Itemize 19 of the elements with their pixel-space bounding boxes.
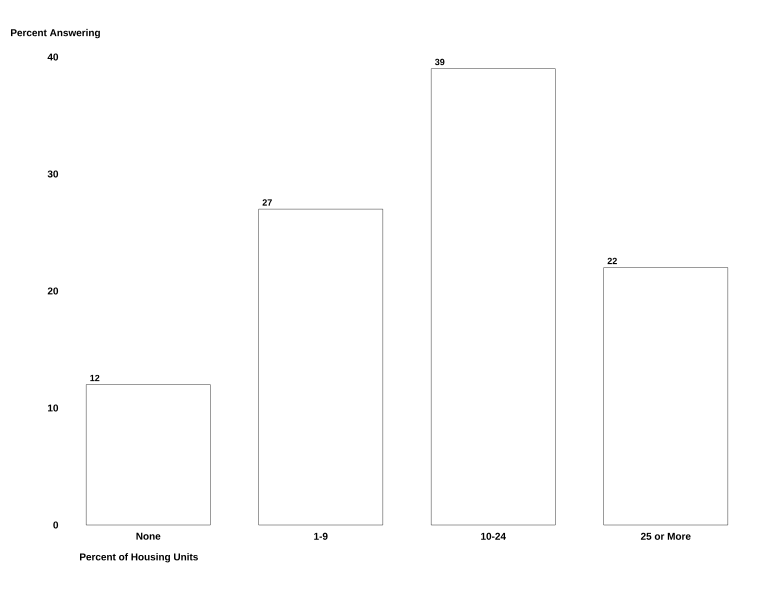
y-tick-label: 40 [48, 53, 58, 61]
x-tick-label: 25 or More [640, 532, 691, 540]
bar [86, 384, 211, 526]
x-axis-title: Percent of Housing Units [80, 553, 198, 562]
x-tick-label: None [136, 532, 160, 540]
x-tick-label: 10-24 [481, 532, 506, 540]
bar [430, 68, 556, 526]
data-label: 12 [90, 374, 100, 382]
bar [603, 267, 728, 526]
x-tick-label: 1-9 [314, 532, 328, 540]
data-label: 27 [262, 199, 272, 206]
y-tick-label: 0 [53, 521, 58, 529]
data-label: 39 [434, 58, 444, 66]
bar [258, 208, 384, 526]
y-tick-label: 30 [48, 170, 58, 178]
y-tick-label: 10 [48, 404, 58, 412]
data-label: 22 [608, 258, 617, 264]
y-tick-label: 20 [48, 287, 58, 295]
y-axis-title: Percent Answering [10, 28, 100, 38]
